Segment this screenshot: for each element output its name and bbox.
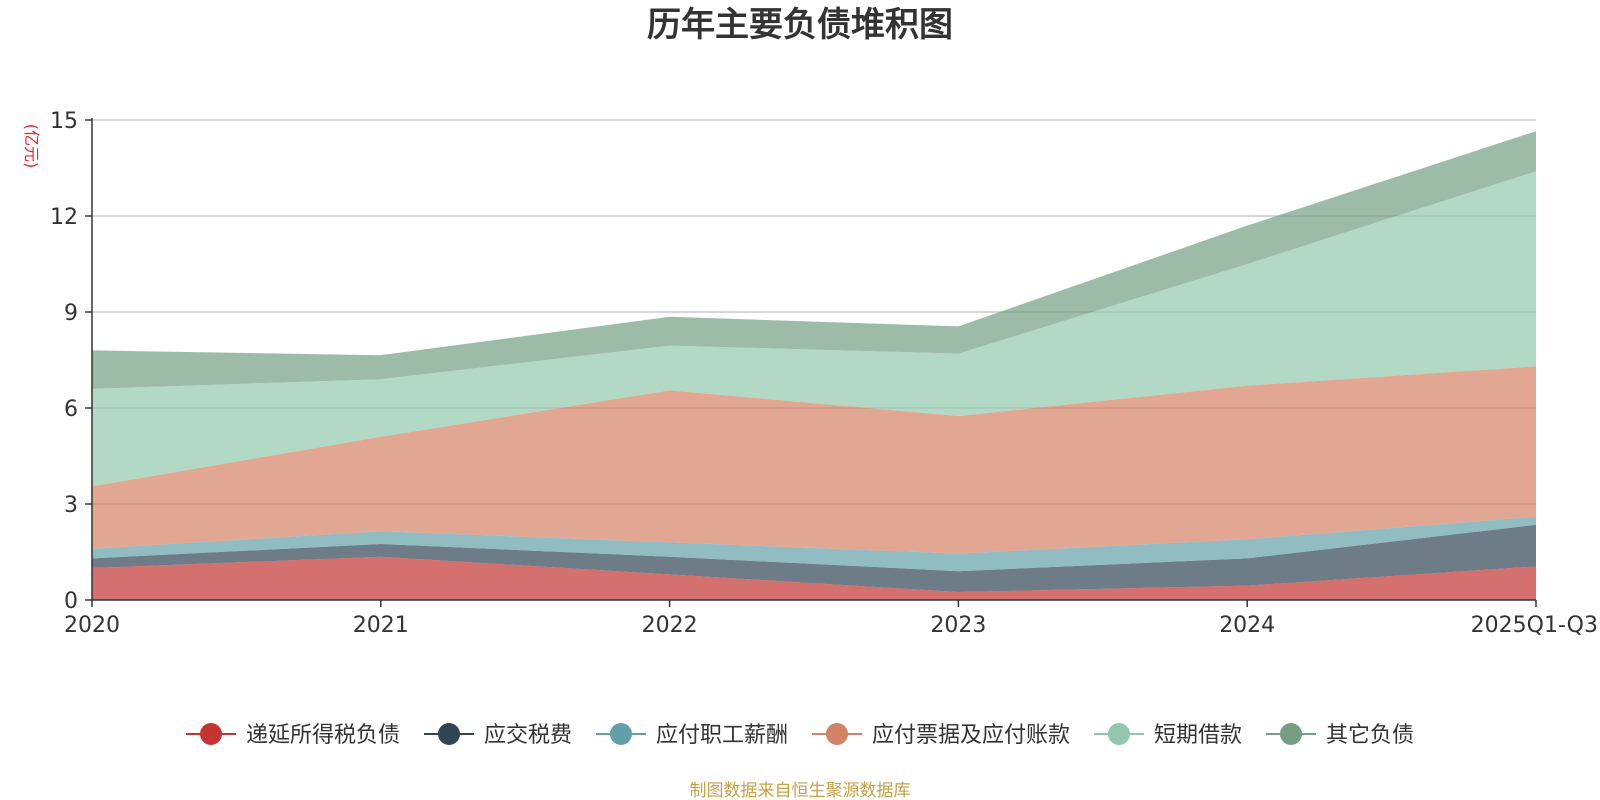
axes: 0 3 6 9 12 15 2020 2021 2022 2023 2024 2025Q1-Q3 [50, 109, 1598, 638]
legend-label: 应付票据及应付账款 [872, 723, 1070, 748]
legend-label: 应交税费 [484, 723, 572, 748]
x-tick-label: 2025Q1-Q3 [1471, 613, 1598, 638]
legend[interactable]: 递延所得税负债 应交税费 应付职工薪酬 应付票据及应付账款 短期借款 其它负债 [186, 723, 1414, 748]
area-series-4 [92, 366, 1536, 554]
legend-item-6[interactable]: 其它负债 [1266, 723, 1414, 748]
x-tick-label: 2020 [64, 613, 120, 638]
y-tick-label: 6 [64, 397, 78, 422]
y-tick-label: 3 [64, 493, 78, 518]
x-tick-label: 2023 [930, 613, 986, 638]
x-tick-label: 2024 [1219, 613, 1275, 638]
legend-circle-marker [610, 723, 632, 745]
legend-item-2[interactable]: 应交税费 [424, 723, 572, 748]
legend-label: 递延所得税负债 [246, 723, 400, 748]
legend-circle-marker [826, 723, 848, 745]
y-tick-label: 12 [50, 205, 78, 230]
legend-label: 短期借款 [1154, 723, 1242, 748]
legend-item-3[interactable]: 应付职工薪酬 [596, 723, 788, 748]
legend-item-1[interactable]: 递延所得税负债 [186, 723, 400, 748]
chart-title: 历年主要负债堆积图 [647, 5, 953, 45]
legend-item-5[interactable]: 短期借款 [1094, 723, 1242, 748]
area-series-5 [92, 171, 1536, 487]
y-tick-label: 15 [50, 109, 78, 134]
legend-circle-marker [1108, 723, 1130, 745]
y-axis-unit-label: (亿元) [22, 124, 41, 169]
x-tick-label: 2022 [642, 613, 698, 638]
legend-item-4[interactable]: 应付票据及应付账款 [812, 723, 1070, 748]
legend-circle-marker [1280, 723, 1302, 745]
legend-label: 其它负债 [1326, 723, 1414, 748]
area-series-3 [92, 516, 1536, 572]
x-tick-label: 2021 [353, 613, 409, 638]
area-series-1 [92, 556, 1536, 600]
area-series [92, 131, 1536, 600]
area-series-6 [92, 131, 1536, 389]
data-source-note: 制图数据来自恒生聚源数据库 [690, 781, 911, 800]
legend-circle-marker [200, 723, 222, 745]
area-series-2 [92, 524, 1536, 592]
legend-circle-marker [438, 723, 460, 745]
y-tick-label: 0 [64, 589, 78, 614]
y-tick-label: 9 [64, 301, 78, 326]
legend-label: 应付职工薪酬 [656, 723, 788, 748]
